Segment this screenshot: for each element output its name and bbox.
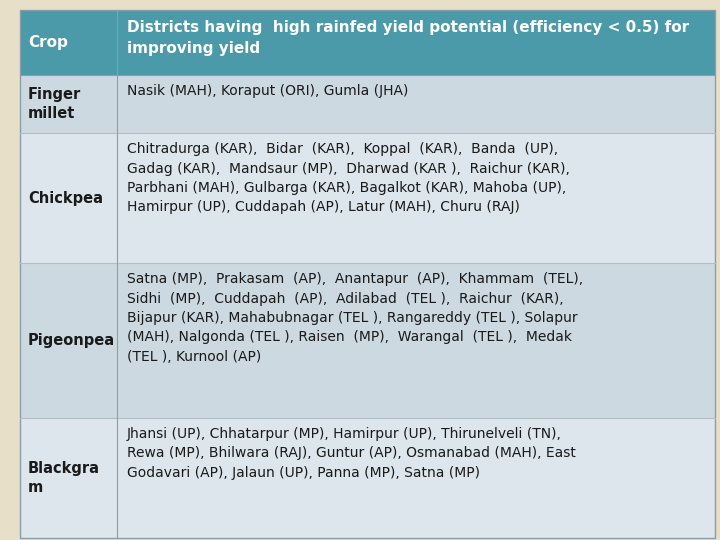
Text: Chickpea: Chickpea <box>28 191 103 206</box>
Bar <box>117 263 715 418</box>
Bar <box>117 75 715 133</box>
Text: Crop: Crop <box>28 35 68 50</box>
Text: Districts having  high rainfed yield potential (efficiency < 0.5) for
improving : Districts having high rainfed yield pote… <box>127 20 689 56</box>
Text: Jhansi (UP), Chhatarpur (MP), Hamirpur (UP), Thirunelveli (TN),
Rewa (MP), Bhilw: Jhansi (UP), Chhatarpur (MP), Hamirpur (… <box>127 427 576 480</box>
Bar <box>20 10 117 75</box>
Bar <box>20 263 117 418</box>
Bar <box>117 10 715 75</box>
Text: Finger
millet: Finger millet <box>28 87 81 121</box>
Text: Chitradurga (KAR),  Bidar  (KAR),  Koppal  (KAR),  Banda  (UP),
Gadag (KAR),  Ma: Chitradurga (KAR), Bidar (KAR), Koppal (… <box>127 142 570 214</box>
Bar <box>117 418 715 538</box>
Text: Nasik (MAH), Koraput (ORI), Gumla (JHA): Nasik (MAH), Koraput (ORI), Gumla (JHA) <box>127 84 408 98</box>
Bar <box>20 133 117 263</box>
Text: Pigeonpea: Pigeonpea <box>28 333 115 348</box>
Bar <box>20 418 117 538</box>
Bar <box>20 75 117 133</box>
Text: Blackgra
m: Blackgra m <box>28 461 100 495</box>
Bar <box>117 133 715 263</box>
Text: Satna (MP),  Prakasam  (AP),  Anantapur  (AP),  Khammam  (TEL),
Sidhi  (MP),  Cu: Satna (MP), Prakasam (AP), Anantapur (AP… <box>127 272 583 364</box>
